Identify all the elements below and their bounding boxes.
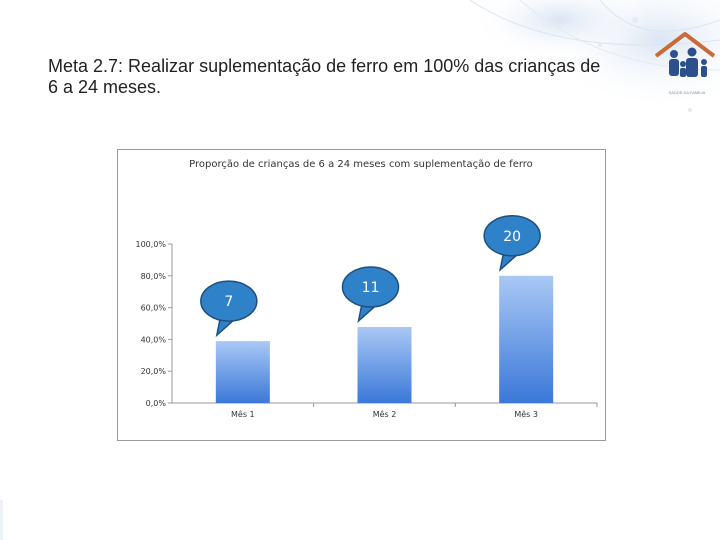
callout-bubble [483, 215, 541, 257]
y-tick-label: 20,0% [141, 367, 167, 376]
x-tick-label: Mês 3 [514, 409, 538, 419]
y-tick-label: 100,0% [135, 240, 166, 249]
callout-bubble [341, 266, 400, 308]
bar-chart: Proporção de crianças de 6 a 24 meses co… [135, 159, 598, 419]
count-callout: 11 [341, 266, 400, 324]
count-callout: 7 [200, 280, 258, 338]
chart-container: Proporção de crianças de 6 a 24 meses co… [117, 149, 606, 441]
chart-bars [215, 275, 554, 403]
chart-title: Proporção de crianças de 6 a 24 meses co… [189, 159, 533, 170]
slide-title: Meta 2.7: Realizar suplementação de ferr… [48, 56, 601, 97]
bar [215, 341, 270, 403]
count-callout: 20 [483, 215, 541, 272]
bar [357, 326, 412, 403]
y-tick-label: 40,0% [141, 335, 167, 344]
y-tick-label: 80,0% [141, 272, 167, 281]
x-tick-label: Mês 2 [373, 409, 397, 419]
bar [499, 275, 554, 403]
y-tick-label: 0,0% [146, 399, 167, 408]
callout-label: 7 [224, 294, 233, 310]
callout-label: 20 [503, 229, 521, 245]
logo-text: SAÚDE DA FAMÍLIA [668, 90, 706, 95]
callout-label: 11 [362, 280, 380, 296]
y-tick-label: 60,0% [141, 304, 167, 313]
x-tick-label: Mês 1 [231, 409, 255, 419]
callout-bubble [200, 280, 258, 322]
family-house-icon [654, 32, 716, 77]
chart-callouts: 7 11 20 [200, 215, 541, 338]
